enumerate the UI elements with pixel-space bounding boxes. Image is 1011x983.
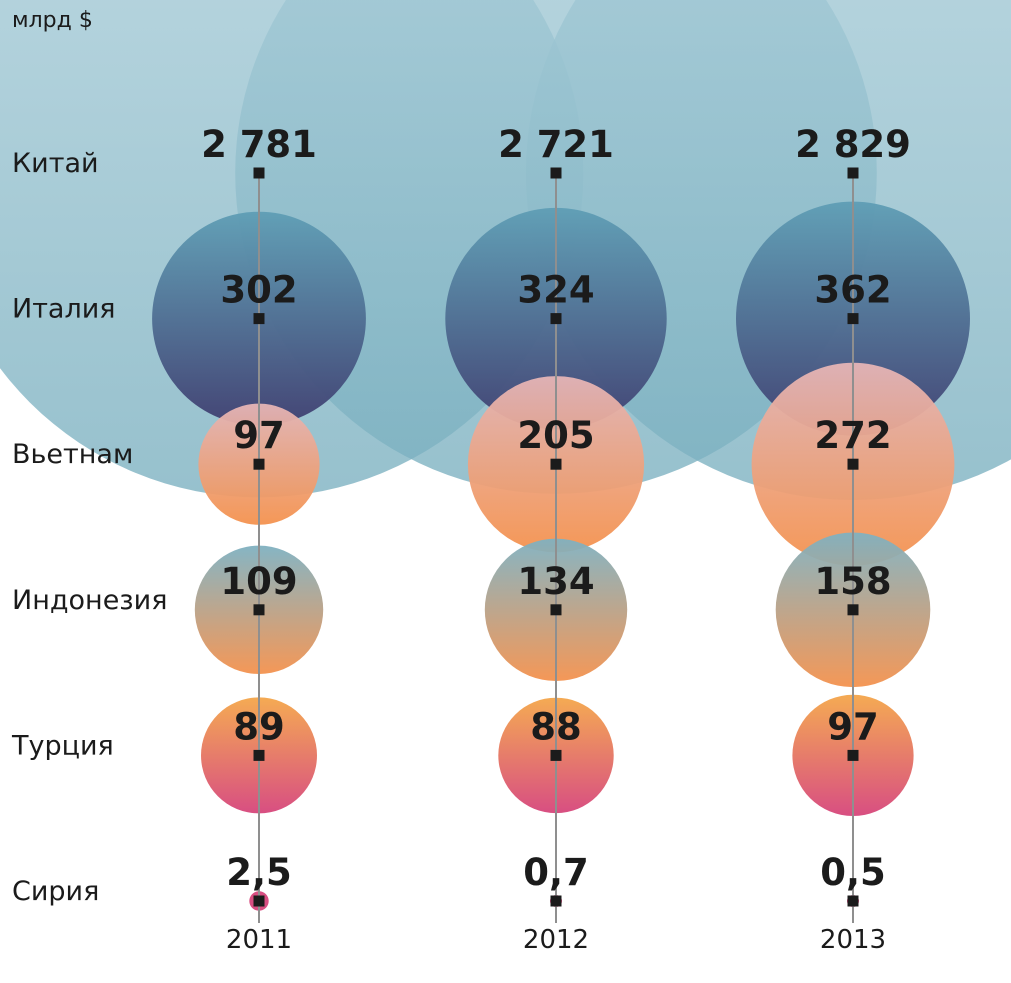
marker-syria-2012: [550, 895, 562, 907]
category-label-indonesia: Индонезия: [12, 585, 167, 616]
value-label-vietnam-2012: 205: [517, 414, 594, 457]
marker-vietnam-2012: [550, 458, 562, 470]
category-label-turkey: Турция: [11, 730, 114, 761]
year-lines-layer: [258, 173, 854, 923]
value-label-vietnam-2013: 272: [814, 414, 891, 457]
value-label-turkey-2012: 88: [530, 705, 582, 748]
marker-italy-2013: [847, 313, 859, 325]
value-labels-layer: 2 781 2 721 2 829 302 324 362 97 205 272 109 134 15…: [201, 123, 911, 894]
marker-china-2011: [253, 167, 265, 179]
value-label-italy-2013: 362: [814, 269, 891, 312]
marker-turkey-2011: [253, 749, 265, 761]
value-label-vietnam-2011: 97: [233, 414, 285, 457]
marker-indonesia-2012: [550, 604, 562, 616]
category-label-china: Китай: [12, 148, 99, 179]
year-labels-layer: 2011 2012 2013: [226, 925, 886, 955]
marker-syria-2011: [253, 895, 265, 907]
category-label-italy: Италия: [12, 294, 116, 325]
value-label-syria-2013: 0,5: [820, 851, 886, 894]
marker-china-2013: [847, 167, 859, 179]
value-label-china-2012: 2 721: [498, 123, 614, 166]
value-label-indonesia-2013: 158: [814, 560, 891, 603]
marker-vietnam-2013: [847, 458, 859, 470]
marker-italy-2012: [550, 313, 562, 325]
value-label-china-2011: 2 781: [201, 123, 317, 166]
value-label-italy-2011: 302: [220, 269, 297, 312]
marker-syria-2013: [847, 895, 859, 907]
category-label-syria: Сирия: [12, 876, 99, 907]
value-label-turkey-2013: 97: [827, 705, 879, 748]
marker-turkey-2013: [847, 749, 859, 761]
value-label-turkey-2011: 89: [233, 705, 285, 748]
marker-turkey-2012: [550, 749, 562, 761]
category-labels-layer: Китай Италия Вьетнам Индонезия Турция Сирия: [11, 148, 167, 907]
year-label-2011: 2011: [226, 925, 292, 955]
value-label-indonesia-2012: 134: [517, 560, 594, 603]
value-label-syria-2012: 0,7: [523, 851, 589, 894]
marker-china-2012: [550, 167, 562, 179]
marker-indonesia-2011: [253, 604, 265, 616]
value-label-indonesia-2011: 109: [220, 560, 297, 603]
markers-layer: [253, 167, 859, 907]
year-label-2013: 2013: [820, 925, 886, 955]
marker-italy-2011: [253, 313, 265, 325]
unit-label: млрд $: [12, 8, 93, 33]
value-label-china-2013: 2 829: [795, 123, 911, 166]
marker-indonesia-2013: [847, 604, 859, 616]
year-label-2012: 2012: [523, 925, 589, 955]
value-label-syria-2011: 2,5: [226, 851, 292, 894]
category-label-vietnam: Вьетнам: [12, 439, 133, 470]
value-label-italy-2012: 324: [517, 269, 594, 312]
marker-vietnam-2011: [253, 458, 265, 470]
